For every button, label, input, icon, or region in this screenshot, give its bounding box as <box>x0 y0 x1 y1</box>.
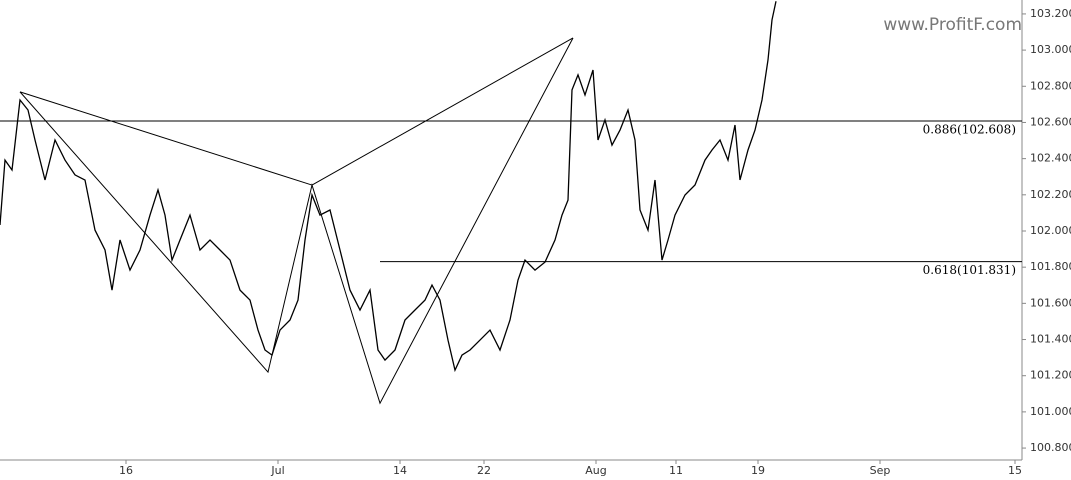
y-tick-label: 101.400 <box>1030 333 1071 346</box>
y-tick-label: 103.200 <box>1030 7 1071 20</box>
y-tick-label: 102.200 <box>1030 188 1071 201</box>
x-tick-label: Aug <box>585 464 606 477</box>
y-tick-label: 100.800 <box>1030 441 1071 454</box>
y-tick-label: 101.600 <box>1030 296 1071 309</box>
level-label: 0.618(101.831) <box>923 263 1016 277</box>
price-line <box>0 1 777 373</box>
x-tick-label: Jul <box>270 464 284 477</box>
x-tick-label: 19 <box>751 464 765 477</box>
y-tick-label: 101.000 <box>1030 405 1071 418</box>
x-tick-label: 15 <box>1008 464 1022 477</box>
x-tick-label: Sep <box>870 464 891 477</box>
y-tick-label: 103.000 <box>1030 43 1071 56</box>
y-tick-label: 102.600 <box>1030 115 1071 128</box>
y-tick-label: 102.000 <box>1030 224 1071 237</box>
pattern-leg <box>311 37 574 186</box>
level-label: 0.886(102.608) <box>923 123 1016 137</box>
y-tick-label: 101.800 <box>1030 260 1071 273</box>
x-tick-label: 22 <box>477 464 491 477</box>
watermark: www.ProfitF.com <box>883 15 1022 35</box>
x-tick-label: 11 <box>669 464 683 477</box>
y-tick-label: 101.200 <box>1030 369 1071 382</box>
pattern-leg <box>19 91 313 186</box>
x-tick-label: 14 <box>393 464 407 477</box>
y-tick-label: 102.800 <box>1030 79 1071 92</box>
x-tick-label: 16 <box>119 464 133 477</box>
y-tick-label: 102.400 <box>1030 152 1071 165</box>
